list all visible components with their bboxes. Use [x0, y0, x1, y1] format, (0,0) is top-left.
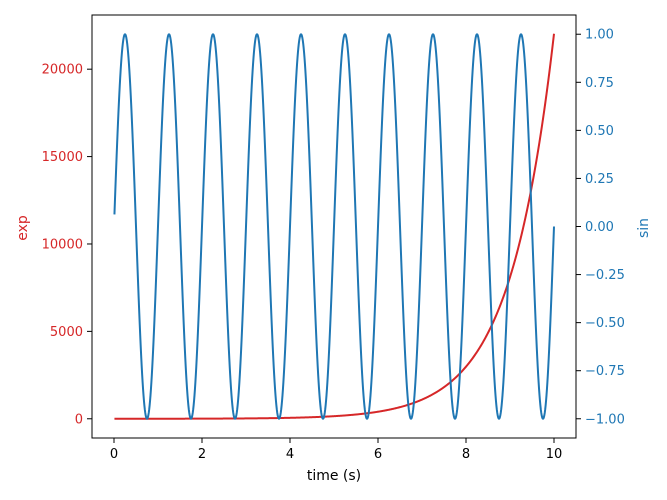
left-tick-label: 10000 [42, 237, 83, 252]
left-tick-label: 15000 [42, 150, 83, 165]
plot-series [113, 33, 555, 420]
x-tick-label: 4 [286, 447, 294, 462]
right-tick-label: 0.50 [585, 124, 614, 139]
left-axis-label: exp [15, 215, 31, 241]
right-axis-label: sin [636, 218, 652, 238]
x-axis: 0 2 4 6 8 10 [110, 438, 562, 462]
x-tick-label: 2 [198, 447, 206, 462]
left-y-axis: 0 5000 10000 15000 20000 [42, 63, 92, 427]
right-tick-label: −1.00 [585, 412, 625, 427]
x-axis-label: time (s) [307, 468, 361, 484]
right-tick-label: −0.75 [585, 364, 625, 379]
series-exp-line [113, 33, 555, 420]
right-y-axis: 1.00 0.75 0.50 0.25 0.00 −0.25 −0.50 −0.75 −1.00 [576, 28, 625, 427]
left-tick-label: 20000 [42, 63, 83, 78]
left-tick-label: 5000 [50, 325, 83, 340]
x-tick-label: 0 [110, 447, 118, 462]
right-tick-label: −0.50 [585, 316, 625, 331]
left-tick-label: 0 [75, 412, 83, 427]
series-sin-line [113, 33, 555, 420]
x-tick-label: 6 [374, 447, 382, 462]
x-tick-label: 10 [546, 447, 563, 462]
x-tick-label: 8 [462, 447, 470, 462]
right-tick-label: 0.25 [585, 172, 614, 187]
right-tick-label: 0.00 [585, 220, 614, 235]
right-tick-label: −0.25 [585, 268, 625, 283]
right-tick-label: 1.00 [585, 28, 614, 43]
right-tick-label: 0.75 [585, 76, 614, 91]
